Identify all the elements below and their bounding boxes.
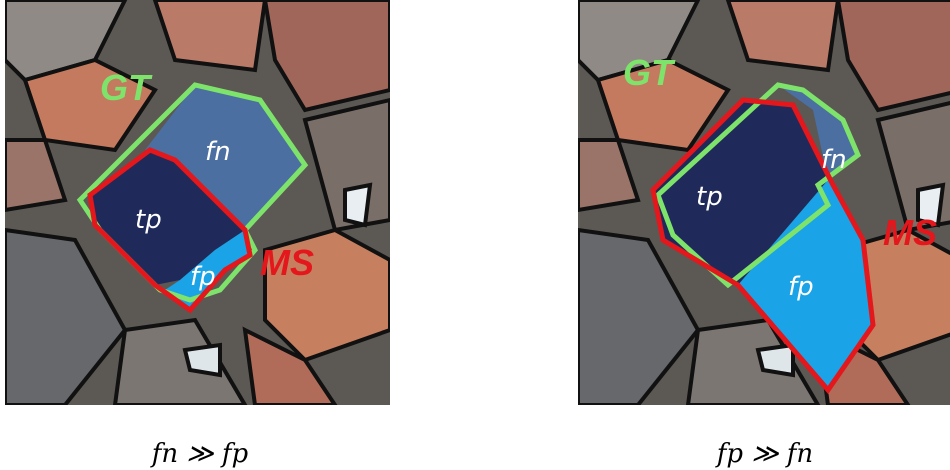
gt-label: GT	[623, 52, 676, 93]
panel-right: GT MS fn tp fp	[578, 0, 950, 405]
figure: GT MS fn tp fp GT MS fn tp fp fn ≫ fp fp…	[0, 0, 950, 470]
fn-label: fn	[821, 145, 847, 175]
ms-label: MS	[883, 212, 937, 253]
ms-label: MS	[260, 242, 314, 283]
fp-label: fp	[190, 262, 216, 292]
caption: fn ≫ fp	[150, 439, 249, 469]
caption: fp ≫ fn	[715, 439, 813, 469]
fp-label: fp	[788, 272, 814, 302]
panel-left: GT MS fn tp fp	[5, 0, 390, 405]
fn-label: fn	[205, 137, 231, 167]
gt-label: GT	[100, 67, 153, 108]
tp-label: tp	[135, 205, 162, 235]
tp-label: tp	[696, 182, 723, 212]
